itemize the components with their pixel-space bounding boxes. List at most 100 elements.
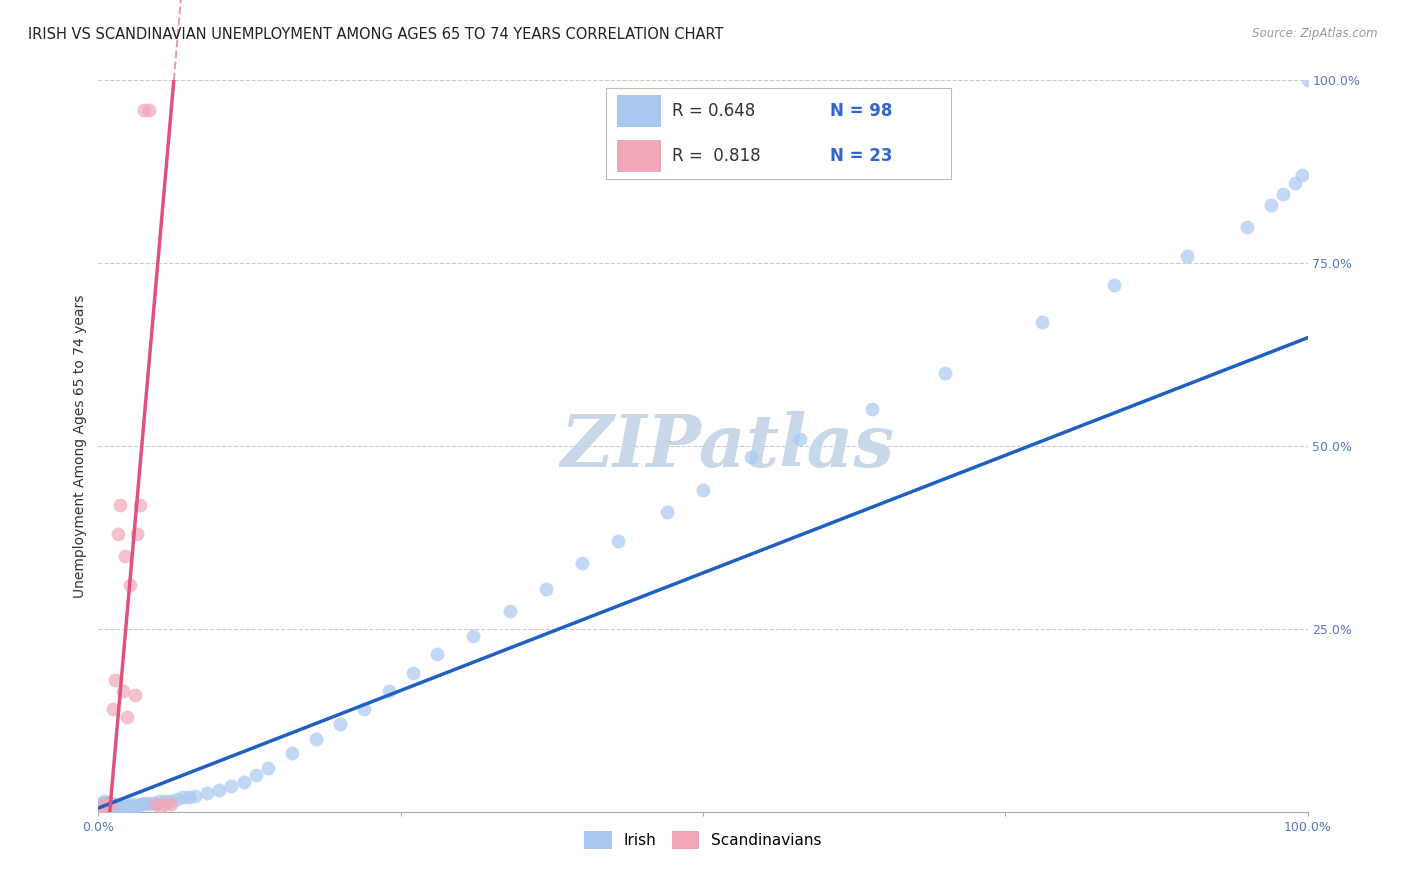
- Point: [128, 498, 150, 512]
- Point: [150, 798, 173, 813]
- Point: [107, 801, 129, 815]
- Point: [145, 797, 167, 812]
- Point: [108, 498, 131, 512]
- Y-axis label: Unemployment Among Ages 65 to 74 years: Unemployment Among Ages 65 to 74 years: [73, 294, 87, 598]
- Point: [607, 534, 630, 549]
- Point: [91, 800, 114, 814]
- Point: [90, 797, 112, 812]
- Text: ZIPatlas: ZIPatlas: [560, 410, 894, 482]
- Point: [534, 582, 557, 596]
- Point: [100, 797, 122, 812]
- Point: [117, 709, 139, 723]
- Point: [100, 797, 122, 812]
- Point: [860, 402, 883, 417]
- Point: [153, 794, 176, 808]
- Point: [305, 731, 328, 746]
- Point: [118, 578, 141, 592]
- Point: [97, 796, 120, 810]
- Point: [134, 103, 156, 117]
- Point: [103, 798, 125, 813]
- Point: [114, 798, 136, 813]
- Point: [245, 768, 267, 782]
- Point: [153, 797, 176, 812]
- Point: [91, 801, 114, 815]
- Point: [107, 526, 129, 541]
- Point: [179, 790, 201, 805]
- Point: [100, 801, 122, 815]
- Point: [142, 796, 165, 810]
- Point: [498, 603, 520, 617]
- Point: [94, 798, 117, 813]
- Point: [138, 797, 160, 812]
- Point: [98, 798, 121, 813]
- Text: IRISH VS SCANDINAVIAN UNEMPLOYMENT AMONG AGES 65 TO 74 YEARS CORRELATION CHART: IRISH VS SCANDINAVIAN UNEMPLOYMENT AMONG…: [28, 27, 724, 42]
- Point: [121, 797, 143, 812]
- Point: [789, 432, 811, 446]
- Point: [91, 798, 114, 813]
- Point: [101, 801, 124, 815]
- Point: [108, 801, 131, 815]
- Point: [120, 798, 142, 813]
- Point: [1272, 186, 1295, 201]
- Point: [1291, 169, 1313, 183]
- Point: [426, 648, 449, 662]
- Point: [105, 798, 128, 813]
- Point: [104, 797, 127, 812]
- Point: [117, 798, 139, 813]
- Point: [1175, 249, 1198, 263]
- Point: [103, 801, 125, 815]
- Point: [740, 450, 762, 464]
- Point: [100, 797, 122, 812]
- Point: [108, 801, 131, 815]
- Point: [96, 796, 118, 810]
- Point: [104, 673, 127, 687]
- Point: [124, 688, 146, 702]
- Point: [110, 801, 132, 815]
- Point: [89, 801, 111, 815]
- Point: [256, 761, 278, 775]
- Point: [93, 798, 115, 813]
- Point: [93, 794, 115, 808]
- Point: [94, 796, 117, 810]
- Point: [1236, 219, 1258, 234]
- Point: [93, 801, 115, 815]
- Point: [166, 791, 188, 805]
- Point: [692, 483, 714, 497]
- Point: [195, 787, 218, 801]
- Point: [111, 801, 134, 815]
- Point: [135, 796, 157, 810]
- Point: [90, 801, 112, 815]
- Point: [1031, 315, 1053, 329]
- Point: [232, 775, 254, 789]
- Point: [89, 798, 111, 813]
- Point: [94, 801, 117, 815]
- Point: [172, 790, 194, 805]
- Point: [101, 797, 124, 812]
- Point: [96, 798, 118, 813]
- Text: Source: ZipAtlas.com: Source: ZipAtlas.com: [1253, 27, 1378, 40]
- Point: [112, 801, 135, 815]
- Point: [91, 796, 114, 810]
- Point: [91, 801, 114, 815]
- Point: [934, 366, 956, 380]
- Point: [105, 801, 128, 815]
- Point: [118, 801, 141, 815]
- Point: [128, 797, 150, 812]
- Point: [97, 801, 120, 815]
- Point: [134, 797, 156, 812]
- Point: [655, 505, 678, 519]
- Point: [353, 702, 375, 716]
- Point: [124, 798, 146, 813]
- Point: [138, 103, 160, 117]
- Point: [114, 549, 136, 563]
- Point: [104, 801, 127, 815]
- Point: [100, 801, 122, 815]
- Point: [96, 801, 118, 815]
- Point: [571, 556, 593, 570]
- Point: [184, 789, 207, 803]
- Point: [329, 717, 352, 731]
- Legend: Irish, Scandinavians: Irish, Scandinavians: [578, 824, 828, 855]
- Point: [97, 796, 120, 810]
- Point: [1296, 73, 1319, 87]
- Point: [145, 797, 167, 812]
